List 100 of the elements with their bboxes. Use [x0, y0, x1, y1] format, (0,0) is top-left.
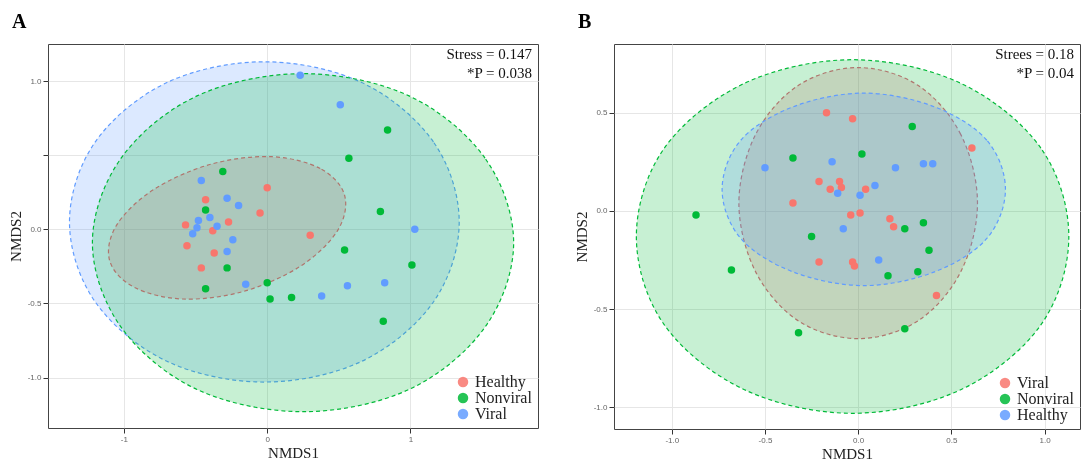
y-tick-label: -1.0: [593, 402, 609, 412]
point: [223, 194, 231, 202]
point: [761, 164, 769, 172]
point: [223, 247, 231, 256]
point: [266, 295, 274, 303]
point: [183, 241, 191, 250]
y-axis-title: NMDS2: [7, 211, 24, 262]
point: [306, 231, 314, 239]
point: [201, 195, 210, 204]
y-tick-label: 0.5: [596, 108, 609, 118]
point: [188, 230, 197, 238]
point: [287, 293, 296, 302]
point: [914, 268, 922, 276]
point: [727, 266, 736, 274]
point: [201, 284, 210, 293]
point: [889, 222, 898, 231]
point: [317, 292, 326, 300]
x-tick-label: 0.0: [853, 435, 865, 445]
y-tick-label: -0.5: [593, 304, 609, 314]
point: [815, 177, 823, 186]
point: [901, 224, 909, 233]
annotation: Strees = 0.18: [995, 46, 1074, 62]
point: [197, 176, 206, 185]
point: [891, 164, 900, 172]
point: [858, 150, 866, 158]
x-tick-label: 0.5: [946, 435, 958, 445]
y-tick-label: 0.0: [596, 206, 609, 216]
chart-title: B: [578, 10, 592, 32]
point: [201, 206, 210, 214]
point: [210, 249, 218, 257]
point: [263, 184, 271, 192]
point: [908, 122, 916, 131]
point: [856, 191, 864, 199]
legend-label: Nonviral: [1017, 390, 1075, 407]
point: [383, 126, 392, 134]
x-tick-label: -1: [120, 434, 129, 444]
point: [223, 264, 231, 272]
point: [835, 177, 844, 186]
x-axis-title: NMDS1: [268, 444, 319, 459]
point: [826, 185, 834, 194]
point: [256, 209, 264, 217]
point: [861, 185, 870, 194]
point: [181, 221, 190, 229]
point: [789, 199, 797, 207]
annotation: *P = 0.038: [467, 65, 532, 81]
x-tick-label: 1: [408, 434, 414, 444]
point: [336, 101, 345, 109]
point: [379, 317, 388, 325]
x-axis-title: NMDS1: [822, 445, 873, 459]
point: [343, 281, 352, 290]
point: [919, 160, 928, 168]
annotation: *P = 0.04: [1016, 65, 1075, 81]
point: [919, 219, 928, 227]
point: [848, 114, 857, 123]
point: [828, 158, 836, 166]
legend-label: Nonviral: [475, 389, 533, 406]
chart-title: A: [12, 10, 27, 32]
point: [408, 261, 416, 269]
point: [932, 291, 941, 300]
x-tick-label: 0: [265, 434, 271, 444]
y-axis-title: NMDS2: [573, 211, 590, 263]
legend-label: Healthy: [475, 373, 526, 391]
point: [929, 160, 937, 168]
point: [925, 246, 933, 254]
legend-label: Healthy: [1017, 406, 1068, 424]
y-tick-label: -0.5: [27, 298, 43, 308]
point: [837, 183, 846, 192]
point: [856, 209, 864, 217]
point: [692, 211, 700, 219]
point: [884, 272, 892, 280]
point: [846, 211, 855, 219]
point: [224, 218, 233, 226]
point: [193, 224, 201, 232]
point: [241, 280, 250, 288]
y-tick-label: 1.0: [30, 76, 43, 86]
point: [833, 189, 842, 198]
point: [794, 329, 803, 337]
point: [789, 154, 797, 162]
point: [219, 167, 227, 176]
annotation: Stress = 0.147: [446, 46, 533, 62]
point: [886, 215, 894, 223]
y-tick-label: -1.0: [27, 373, 43, 383]
point: [874, 256, 883, 264]
x-tick-label: 1.0: [1039, 435, 1052, 445]
y-tick-label: 0.0: [30, 224, 43, 234]
point: [263, 278, 271, 287]
point: [850, 262, 859, 270]
x-tick-label: -1.0: [665, 435, 680, 445]
point: [345, 154, 353, 162]
point: [815, 258, 823, 266]
point: [206, 213, 214, 222]
point: [380, 278, 389, 287]
point: [968, 144, 976, 152]
point: [871, 181, 879, 190]
point: [376, 207, 385, 216]
point: [340, 246, 349, 254]
legend-label: Viral: [1017, 374, 1050, 391]
x-tick-label: -0.5: [758, 435, 773, 445]
point: [411, 225, 419, 234]
point: [901, 325, 909, 333]
